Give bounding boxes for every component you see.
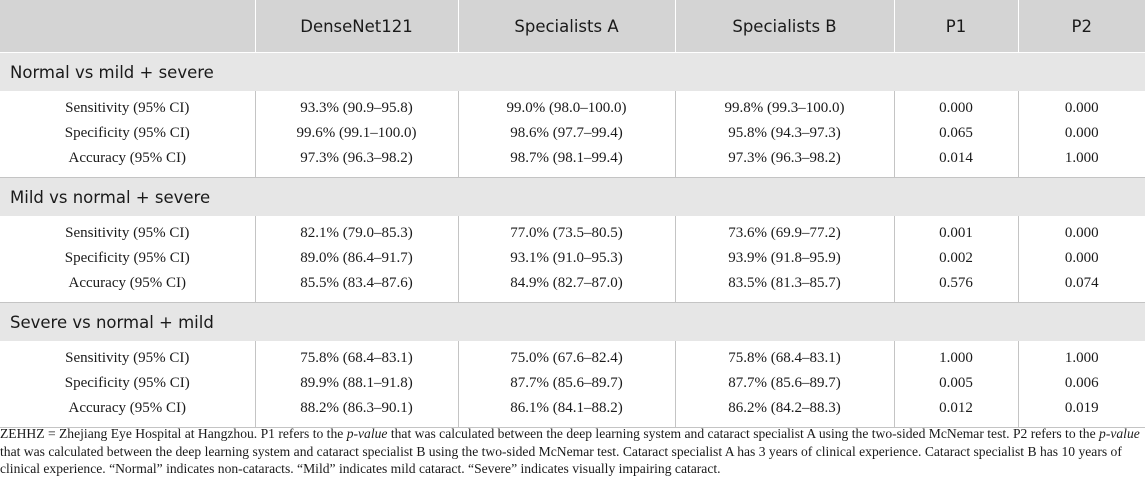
p2-cell: 0.000 xyxy=(1017,246,1145,271)
header-cell-p2: P2 xyxy=(1017,0,1145,53)
table-footnote: ZEHHZ = Zhejiang Eye Hospital at Hangzho… xyxy=(0,425,1140,478)
p2-cell: 0.000 xyxy=(1017,91,1145,121)
specialist-a-cell: 84.9% (82.7–87.0) xyxy=(457,271,675,303)
metric-cell: Specificity (95% CI) xyxy=(64,125,190,141)
footnote-severe: “Severe” indicates visually impairing ca… xyxy=(468,461,721,476)
table-row: Sensitivity (95% CI) 93.3% (90.9–95.8) 99.… xyxy=(0,91,1145,121)
p1-cell: 0.576 xyxy=(893,271,1018,303)
metric-cell: Sensitivity (95% CI) xyxy=(65,100,190,116)
footnote-p1-italic: p-value xyxy=(346,426,388,441)
footnote-p1-post: that was calculated between the deep lea… xyxy=(390,426,1010,441)
metric-cell: Accuracy (95% CI) xyxy=(0,271,255,303)
table-row: Sensitivity (95% CI) 75.8% (68.4–83.1) 75.… xyxy=(0,341,1145,371)
densenet-cell: 93.3% (90.9–95.8) xyxy=(254,91,458,121)
specialist-a-cell: 87.7% (85.6–89.7) xyxy=(457,371,675,396)
p2-cell: 0.000 xyxy=(1017,216,1145,246)
header-cell-p1: P1 xyxy=(893,0,1018,53)
specialist-b-cell: 87.7% (85.6–89.7) xyxy=(674,371,894,396)
p2-cell: 0.006 xyxy=(1017,371,1145,396)
densenet-cell: 88.2% (86.3–90.1) xyxy=(254,396,458,428)
metric-cell: Accuracy (95% CI) xyxy=(0,396,255,428)
section-title: Severe vs normal + mild xyxy=(0,302,1145,341)
densenet-cell: 75.8% (68.4–83.1) xyxy=(254,341,458,371)
specialist-b-cell: 86.2% (84.2–88.3) xyxy=(674,396,894,428)
specialist-b-cell: 95.8% (94.3–97.3) xyxy=(674,121,894,146)
p1-cell: 0.000 xyxy=(893,91,1018,121)
p2-cell: 1.000 xyxy=(1017,146,1145,178)
footnote-p2-post: that was calculated between the deep lea… xyxy=(0,443,620,459)
p2-cell: 1.000 xyxy=(1017,341,1145,371)
footnote-spec-b: Cataract specialist B has 10 years of cl… xyxy=(0,443,1122,477)
specialist-a-cell: 93.1% (91.0–95.3) xyxy=(457,246,675,271)
table-row: Specificity (95% CI) 89.9% (88.1–91.8) 87.… xyxy=(0,371,1145,396)
specialist-b-cell: 75.8% (68.4–83.1) xyxy=(674,341,894,371)
specialist-a-cell: 75.0% (67.6–82.4) xyxy=(457,341,675,371)
specialist-a-cell: 99.0% (98.0–100.0) xyxy=(457,91,675,121)
densenet-cell: 97.3% (96.3–98.2) xyxy=(254,146,458,178)
p1-cell: 0.002 xyxy=(893,246,1018,271)
specialist-b-cell: 99.8% (99.3–100.0) xyxy=(674,91,894,121)
table-row: Accuracy (95% CI) 97.3% (96.3–98.2) 98.7% … xyxy=(0,146,1145,178)
p1-cell: 1.000 xyxy=(893,341,1018,371)
specialist-a-cell: 98.6% (97.7–99.4) xyxy=(457,121,675,146)
metric-cell: Sensitivity (95% CI) xyxy=(65,350,190,366)
p1-cell: 0.005 xyxy=(893,371,1018,396)
table-row: Accuracy (95% CI) 88.2% (86.3–90.1) 86.1% … xyxy=(0,396,1145,428)
footnote-mild: “Mild” indicates mild cataract. xyxy=(297,461,465,476)
densenet-cell: 82.1% (79.0–85.3) xyxy=(254,216,458,246)
section-row: Mild vs normal + severe xyxy=(0,177,1145,216)
header-cell-densenet121: DenseNet121 xyxy=(254,0,458,53)
densenet-cell: 85.5% (83.4–87.6) xyxy=(254,271,458,303)
metric-cell: Accuracy (95% CI) xyxy=(0,146,255,178)
p2-cell: 0.074 xyxy=(1017,271,1145,303)
p1-cell: 0.001 xyxy=(893,216,1018,246)
header-cell-empty xyxy=(0,0,255,53)
metric-cell: Sensitivity (95% CI) xyxy=(65,225,190,241)
specialist-b-cell: 93.9% (91.8–95.9) xyxy=(674,246,894,271)
header-cell-specialists-a: Specialists A xyxy=(457,0,675,53)
p1-cell: 0.065 xyxy=(893,121,1018,146)
metric-cell: Specificity (95% CI) xyxy=(64,250,190,266)
header-row: DenseNet121 Specialists A Specialists B … xyxy=(0,0,1145,53)
specialist-b-cell: 73.6% (69.9–77.2) xyxy=(674,216,894,246)
densenet-cell: 89.9% (88.1–91.8) xyxy=(254,371,458,396)
section-title: Mild vs normal + severe xyxy=(0,177,1145,216)
p1-cell: 0.014 xyxy=(893,146,1018,178)
results-table: DenseNet121 Specialists A Specialists B … xyxy=(0,0,1145,428)
section-row: Normal vs mild + severe xyxy=(0,52,1145,91)
footnote-p1-pre: P1 refers to the xyxy=(260,426,344,441)
densenet-cell: 99.6% (99.1–100.0) xyxy=(254,121,458,146)
header-cell-specialists-b: Specialists B xyxy=(674,0,894,53)
table-body: Normal vs mild + severe Sensitivity (95% … xyxy=(0,52,1145,428)
footnote-p2-pre: P2 refers to the xyxy=(1012,426,1096,441)
specialist-a-cell: 86.1% (84.1–88.2) xyxy=(457,396,675,428)
specialist-a-cell: 77.0% (73.5–80.5) xyxy=(457,216,675,246)
p2-cell: 0.000 xyxy=(1017,121,1145,146)
table-row: Specificity (95% CI) 89.0% (86.4–91.7) 93.… xyxy=(0,246,1145,271)
footnote-p2-italic: p-value xyxy=(1099,426,1140,441)
footnote-abbrev: ZEHHZ = Zhejiang Eye Hospital at Hangzho… xyxy=(0,426,258,441)
densenet-cell: 89.0% (86.4–91.7) xyxy=(254,246,458,271)
specialist-b-cell: 97.3% (96.3–98.2) xyxy=(674,146,894,178)
section-title: Normal vs mild + severe xyxy=(0,52,1145,91)
table-row: Accuracy (95% CI) 85.5% (83.4–87.6) 84.9% … xyxy=(0,271,1145,303)
section-row: Severe vs normal + mild xyxy=(0,302,1145,341)
specialist-a-cell: 98.7% (98.1–99.4) xyxy=(457,146,675,178)
p1-cell: 0.012 xyxy=(893,396,1018,428)
p2-cell: 0.019 xyxy=(1017,396,1145,428)
footnote-normal: “Normal” indicates non-cataracts. xyxy=(109,461,294,476)
table-row: Specificity (95% CI) 99.6% (99.1–100.0) 98… xyxy=(0,121,1145,146)
specialist-b-cell: 83.5% (81.3–85.7) xyxy=(674,271,894,303)
footnote-spec-a: Cataract specialist A has 3 years of cli… xyxy=(622,443,922,459)
table-row: Sensitivity (95% CI) 82.1% (79.0–85.3) 77.… xyxy=(0,216,1145,246)
metric-cell: Specificity (95% CI) xyxy=(64,375,190,391)
